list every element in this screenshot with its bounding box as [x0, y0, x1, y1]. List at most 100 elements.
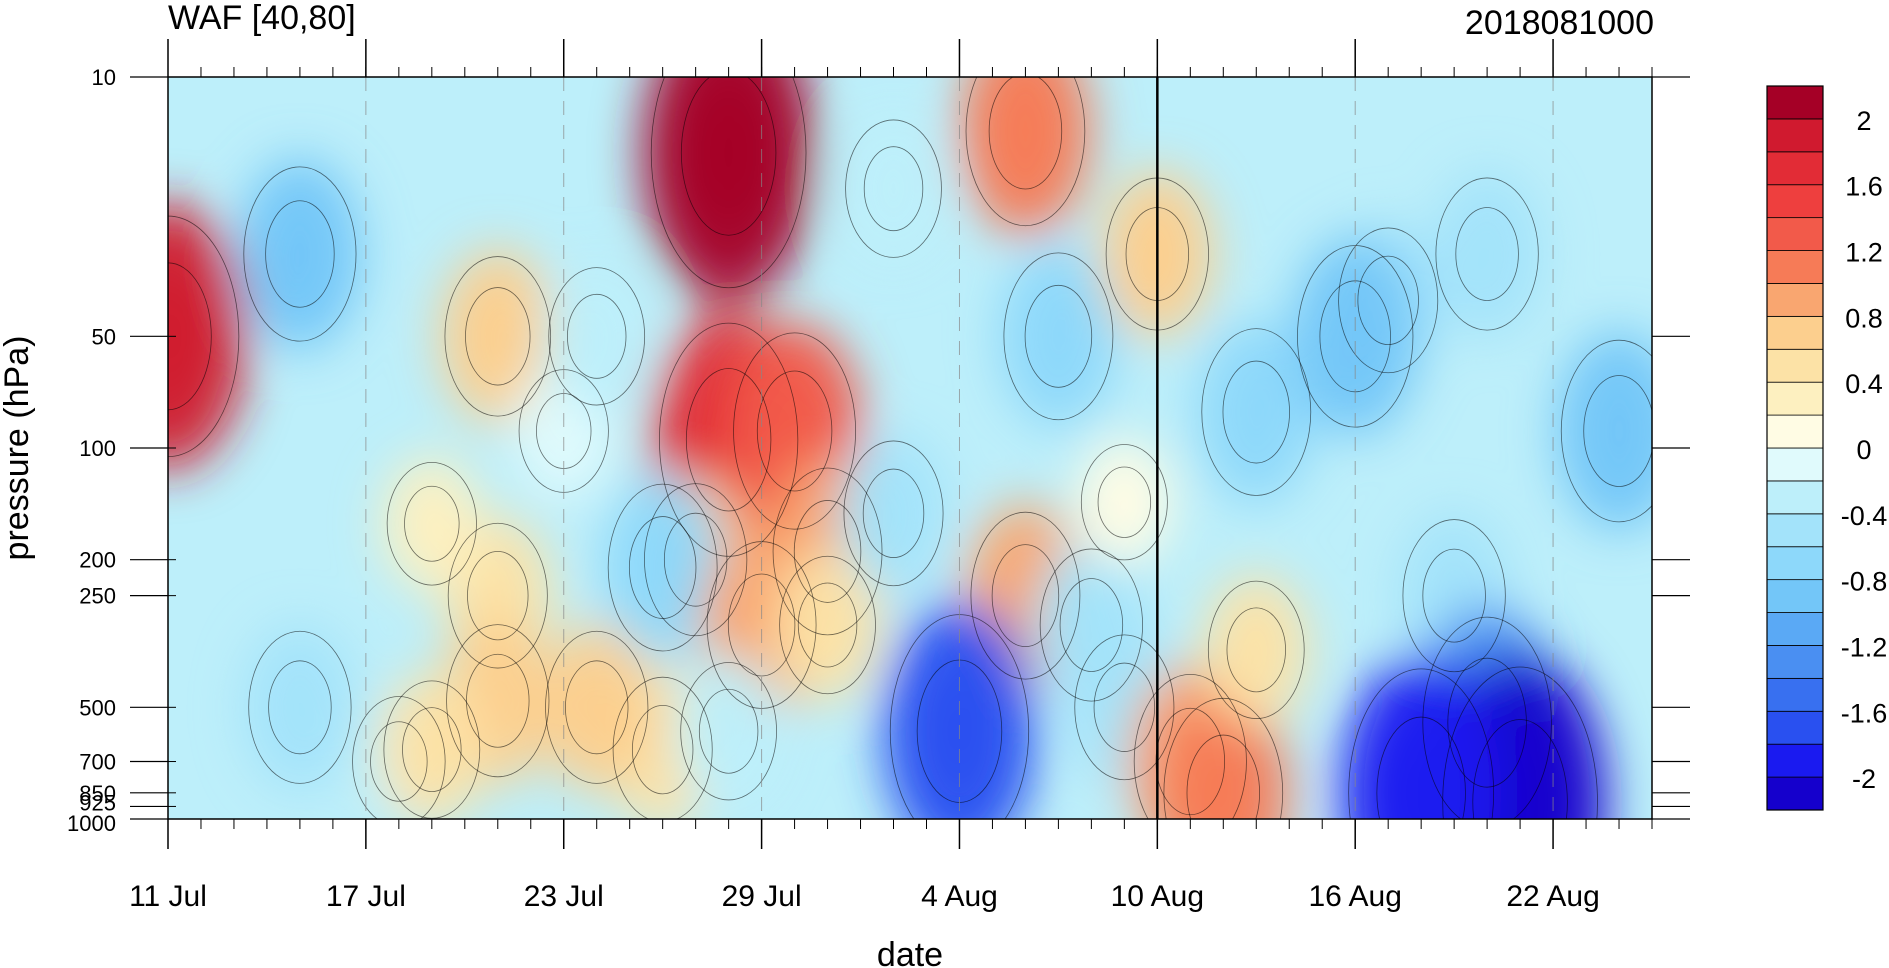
- colorbar-label: 1.6: [1845, 172, 1883, 202]
- field-core: [404, 486, 460, 562]
- contour-line: [1422, 616, 1552, 819]
- contour-line: [698, 688, 759, 774]
- field-core: [864, 146, 923, 231]
- field-core: [265, 200, 335, 308]
- colorbar-label: -0.8: [1841, 567, 1888, 597]
- colorbar: 2 1.6 1.2 0.8 0.4 0 -0.4 -0.8 -1.2 -1.6 -2: [1766, 85, 1888, 811]
- field-core: [467, 551, 529, 640]
- contour-line: [1338, 227, 1439, 374]
- x-tick-label: 4 Aug: [921, 880, 998, 913]
- colorbar-swatch: [1766, 85, 1824, 120]
- contour-line: [644, 483, 748, 637]
- y-tick-label: 850: [79, 781, 116, 806]
- field-core: [1455, 207, 1519, 301]
- contour-line: [446, 624, 550, 778]
- colorbar-swatch: [1766, 645, 1824, 679]
- x-tick-label: 10 Aug: [1111, 880, 1204, 913]
- colorbar-swatch: [1766, 315, 1824, 350]
- contour-line: [1226, 607, 1286, 693]
- contour-line: [370, 721, 428, 802]
- contour-line: [797, 582, 858, 668]
- contour-line: [1097, 466, 1152, 538]
- field-core: [402, 707, 462, 792]
- contour-line: [567, 293, 627, 379]
- contour-line: [727, 573, 796, 677]
- contour-line: [1422, 548, 1486, 643]
- contour-line: [1583, 375, 1652, 487]
- contour-line: [965, 77, 1086, 227]
- field-core: [1186, 735, 1260, 819]
- colorbar-swatch: [1766, 612, 1824, 646]
- colorbar-label: -2: [1852, 764, 1876, 794]
- contour-line: [404, 485, 460, 562]
- colorbar-label: -1.6: [1841, 698, 1888, 728]
- field-core: [1376, 717, 1466, 819]
- contour-line: [1024, 284, 1093, 388]
- contour-line: [680, 662, 777, 801]
- colorbar-swatch: [1766, 217, 1824, 251]
- contour-line: [863, 146, 924, 232]
- colorbar-swatch: [1766, 118, 1824, 153]
- y-axis-label: pressure (hPa): [0, 336, 36, 561]
- contour-line: [243, 166, 357, 342]
- contour-line: [1186, 734, 1260, 819]
- field-core: [536, 393, 592, 469]
- y-tick-label: 1000: [67, 811, 116, 836]
- colorbar-swatch: [1766, 546, 1824, 581]
- y-tick-label: 100: [79, 436, 116, 461]
- contour-line: [1093, 662, 1156, 752]
- x-tick-label: 16 Aug: [1308, 880, 1401, 913]
- colorbar-label: 0.8: [1845, 303, 1883, 333]
- field-core: [565, 660, 629, 754]
- contour-line: [1163, 697, 1284, 819]
- field-core: [1583, 375, 1652, 487]
- y-tick-label: 10: [92, 65, 116, 90]
- x-tick-label: 22 Aug: [1506, 880, 1599, 913]
- contour-line: [659, 322, 799, 557]
- field-core: [681, 77, 776, 236]
- contour-line: [970, 511, 1081, 680]
- contour-line: [386, 461, 477, 586]
- contour-line: [402, 707, 462, 792]
- field-core: [465, 287, 531, 386]
- colorbar-label: 0: [1856, 435, 1871, 465]
- colorbar-label: -0.4: [1841, 501, 1888, 531]
- contour-line: [545, 630, 649, 784]
- x-tick-label: 17 Jul: [326, 880, 406, 913]
- contour-line: [1207, 580, 1305, 719]
- contour-line: [248, 630, 352, 784]
- contour-line: [680, 77, 777, 236]
- contour-line: [1155, 707, 1226, 816]
- contour-line: [1402, 519, 1506, 673]
- colorbar-swatch: [1766, 513, 1824, 548]
- x-axis: 11 Jul 17 Jul 23 Jul 29 Jul 4 Aug 10 Aug 16 Au…: [129, 39, 1600, 913]
- contour-line: [628, 516, 697, 619]
- contour-line: [843, 440, 944, 587]
- colorbar-label: 2: [1856, 106, 1871, 136]
- contour-line: [1003, 252, 1114, 421]
- contour-field: [168, 77, 1652, 819]
- colorbar-swatch: [1766, 776, 1824, 811]
- field-core: [863, 469, 924, 558]
- field-core: [1025, 285, 1092, 388]
- contour-line: [845, 119, 942, 258]
- contour-line: [1472, 719, 1568, 819]
- contour-line: [1376, 716, 1466, 819]
- contour-line: [444, 256, 552, 417]
- contour-line: [168, 262, 212, 411]
- contour-line: [991, 544, 1060, 648]
- colorbar-swatch: [1766, 414, 1824, 449]
- colorbar-swatch: [1766, 480, 1824, 515]
- colorbar-swatch: [1766, 348, 1824, 383]
- contour-line: [772, 467, 883, 636]
- y-tick-label: 700: [79, 750, 116, 775]
- contour-line: [1447, 657, 1527, 788]
- contour-line: [352, 696, 446, 819]
- y-tick-label: 500: [79, 695, 116, 720]
- colorbar-label: -1.2: [1841, 632, 1888, 662]
- contour-line: [1560, 339, 1652, 523]
- contour-line: [663, 512, 728, 607]
- colorbar-swatch: [1766, 710, 1824, 745]
- contour-line: [565, 660, 629, 755]
- field-core: [699, 689, 758, 774]
